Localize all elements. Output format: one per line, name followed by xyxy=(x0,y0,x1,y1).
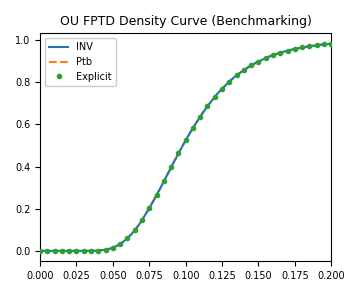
Explicit xyxy=(198,115,202,119)
Explicit xyxy=(300,46,304,49)
Explicit xyxy=(89,249,93,252)
Explicit xyxy=(147,207,152,210)
Ptb xyxy=(329,42,333,46)
INV xyxy=(329,42,333,46)
INV xyxy=(39,249,43,253)
INV xyxy=(211,97,216,100)
Explicit xyxy=(315,44,319,47)
Ptb xyxy=(38,249,42,253)
Explicit xyxy=(285,49,290,52)
Explicit xyxy=(60,249,64,253)
Explicit xyxy=(38,249,42,253)
Explicit xyxy=(213,95,217,99)
Ptb xyxy=(283,49,288,53)
Explicit xyxy=(249,64,253,67)
Explicit xyxy=(111,246,115,249)
Explicit xyxy=(74,249,78,253)
INV xyxy=(216,91,220,94)
INV xyxy=(38,249,42,253)
Explicit xyxy=(191,126,195,130)
Explicit xyxy=(154,193,159,197)
Line: Explicit: Explicit xyxy=(38,42,333,253)
Explicit xyxy=(220,87,224,91)
Ptb xyxy=(210,98,215,102)
Explicit xyxy=(162,179,166,183)
Explicit xyxy=(329,42,333,46)
INV xyxy=(283,49,288,53)
Explicit xyxy=(53,249,57,253)
Explicit xyxy=(96,249,100,252)
Explicit xyxy=(271,53,275,57)
Explicit xyxy=(264,56,268,60)
Explicit xyxy=(67,249,71,253)
Explicit xyxy=(176,152,180,155)
Explicit xyxy=(256,60,261,63)
Explicit xyxy=(227,80,231,83)
INV xyxy=(210,98,215,102)
Explicit xyxy=(125,237,130,240)
Explicit xyxy=(184,139,188,142)
Ptb xyxy=(302,45,306,49)
Explicit xyxy=(322,43,326,46)
Title: OU FPTD Density Curve (Benchmarking): OU FPTD Density Curve (Benchmarking) xyxy=(60,15,311,28)
Explicit xyxy=(118,242,122,246)
Ptb xyxy=(211,97,216,100)
Explicit xyxy=(140,218,144,222)
Explicit xyxy=(132,229,137,232)
Legend: INV, Ptb, Explicit: INV, Ptb, Explicit xyxy=(45,38,116,86)
Explicit xyxy=(205,104,210,108)
Explicit xyxy=(82,249,86,253)
Explicit xyxy=(278,51,282,54)
Line: Ptb: Ptb xyxy=(40,44,331,251)
Ptb xyxy=(39,249,43,253)
Explicit xyxy=(307,44,311,48)
Explicit xyxy=(242,68,246,72)
Ptb xyxy=(216,91,220,94)
Explicit xyxy=(169,166,173,169)
Explicit xyxy=(103,248,108,251)
Explicit xyxy=(45,249,50,253)
Line: INV: INV xyxy=(40,44,331,251)
Explicit xyxy=(234,73,239,77)
INV xyxy=(302,45,306,49)
Explicit xyxy=(293,47,297,51)
